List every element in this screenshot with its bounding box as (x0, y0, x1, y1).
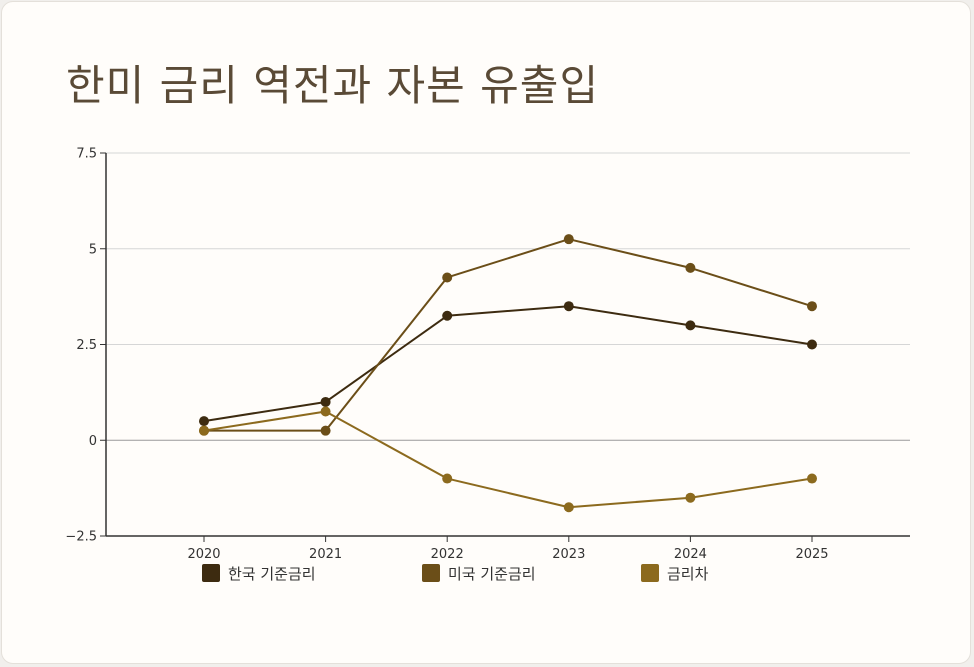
data-point-s1-2023[interactable] (563, 234, 574, 245)
series-line-1 (204, 238, 813, 432)
data-point-s0-2024[interactable] (685, 320, 696, 331)
chart-legend: 한국 기준금리 미국 기준금리 금리차 (0, 561, 974, 585)
data-point-s2-2024[interactable] (685, 492, 696, 503)
x-tick-label: 2025 (795, 547, 828, 562)
legend-item-2[interactable]: 금리차 (641, 561, 708, 585)
legend-label: 금리차 (667, 564, 709, 583)
y-tick-label: 0 (89, 434, 97, 449)
grid-lines (106, 152, 910, 441)
legend-label: 한국 기준금리 (228, 564, 316, 583)
data-point-s2-2023[interactable] (563, 502, 574, 513)
data-point-s2-2025[interactable] (807, 473, 817, 484)
y-tick-label: −2.5 (65, 530, 97, 545)
data-point-s1-2022[interactable] (442, 272, 453, 283)
legend-swatch (641, 564, 659, 582)
axes (100, 152, 910, 542)
data-point-s2-2022[interactable] (442, 473, 453, 484)
legend-swatch (422, 564, 440, 582)
x-tick-label: 2020 (187, 547, 220, 562)
y-tick-label: 2.5 (76, 338, 97, 353)
y-tick-label: 7.5 (76, 147, 97, 162)
x-tick-label: 2023 (552, 547, 585, 562)
legend-item-1[interactable]: 미국 기준금리 (422, 561, 536, 585)
data-point-s0-2022[interactable] (442, 310, 453, 321)
x-tick-label: 2021 (309, 547, 342, 562)
data-point-s1-2025[interactable] (807, 301, 817, 312)
series-points (199, 234, 817, 513)
data-point-s1-2024[interactable] (685, 262, 696, 273)
series-line-2 (203, 410, 813, 509)
tick-labels: −2.5 0 2.5 5 7.5 2020 2021 2022 2023 2024 2025 (65, 147, 828, 563)
x-tick-label: 2022 (431, 547, 464, 562)
data-point-s0-2021[interactable] (320, 396, 331, 407)
legend-swatch (202, 564, 220, 582)
data-point-s1-2021[interactable] (320, 425, 331, 436)
legend-item-0[interactable]: 한국 기준금리 (202, 561, 316, 585)
data-point-s0-2023[interactable] (563, 301, 574, 312)
x-tick-label: 2024 (674, 547, 707, 562)
data-point-s2-2021[interactable] (320, 406, 331, 417)
data-point-s0-2020[interactable] (199, 416, 209, 427)
legend-label: 미국 기준금리 (448, 564, 536, 583)
series-lines (203, 238, 813, 509)
series-line-0 (203, 305, 813, 423)
data-point-s2-2020[interactable] (199, 425, 209, 436)
chart-title: 한미 금리 역전과 자본 유출입 (66, 61, 600, 110)
data-point-s0-2025[interactable] (807, 339, 817, 350)
y-tick-label: 5 (89, 242, 97, 257)
